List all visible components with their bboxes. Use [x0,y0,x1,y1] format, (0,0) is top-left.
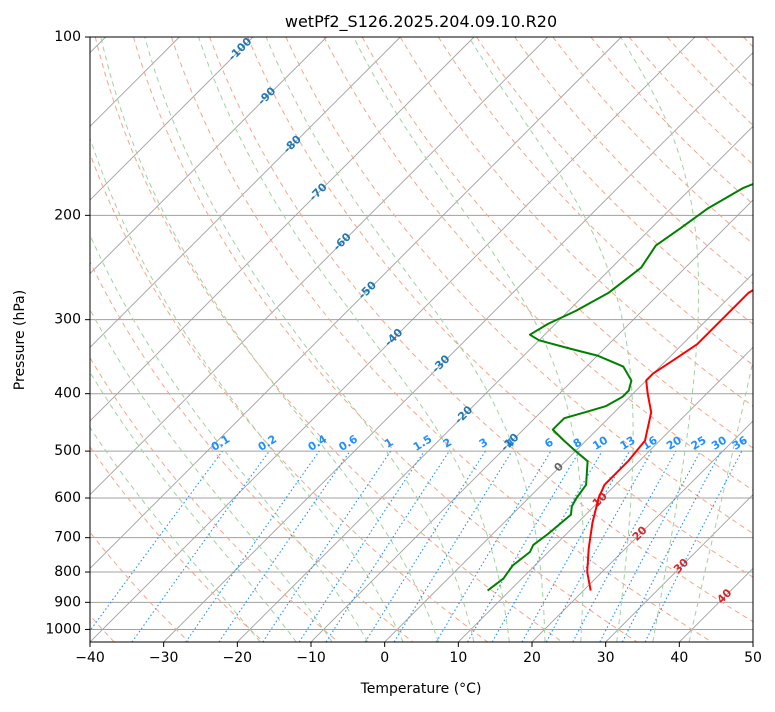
x-tick-label: −40 [75,650,105,666]
y-axis-label: Pressure (hPa) [12,290,28,390]
y-tick-label: 400 [54,386,81,402]
y-tick-label: 1000 [45,621,81,637]
y-tick-label: 900 [54,594,81,610]
x-tick-label: 0 [380,650,389,666]
y-tick-label: 500 [54,443,81,459]
x-axis-label: Temperature (°C) [360,681,482,697]
chart-title: wetPf2_S126.2025.204.09.10.R20 [285,12,557,32]
y-tick-label: 100 [54,29,81,45]
y-tick-label: 300 [54,312,81,328]
x-tick-label: 20 [523,650,541,666]
y-tick-label: 800 [54,564,81,580]
x-tick-label: 10 [449,650,467,666]
y-tick-label: 700 [54,530,81,546]
y-tick-label: 600 [54,490,81,506]
x-tick-label: 50 [744,650,762,666]
y-tick-label: 200 [54,207,81,223]
x-tick-label: −20 [223,650,253,666]
x-tick-label: 40 [670,650,688,666]
x-tick-label: −10 [296,650,326,666]
x-tick-label: −30 [149,650,179,666]
x-tick-label: 30 [597,650,615,666]
